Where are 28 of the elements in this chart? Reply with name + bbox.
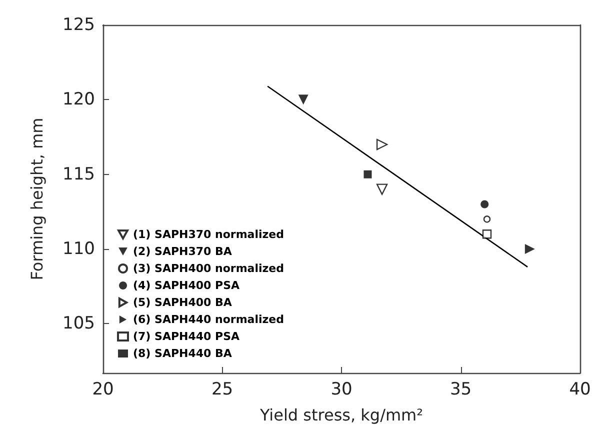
legend-label: (8) SAPH440 BA [133, 347, 232, 360]
point [376, 138, 388, 150]
y-tick-label: 125 [62, 15, 95, 35]
legend-label: (2) SAPH370 BA [133, 245, 232, 258]
legend-label: (7) SAPH440 PSA [133, 330, 240, 343]
y-tick-label: 110 [62, 239, 95, 260]
point [298, 94, 308, 105]
point [364, 170, 372, 178]
x-tick-label: 25 [211, 380, 234, 400]
x-tick-label: 35 [450, 380, 472, 400]
x-tick-label: 20 [92, 380, 114, 400]
y-tick-label: 115 [62, 164, 95, 184]
legend-label: (5) SAPH400 BA [133, 296, 232, 309]
legend-label: (6) SAPH440 normalized [133, 313, 284, 326]
y-tick-label: 120 [62, 90, 95, 110]
point [480, 200, 489, 208]
x-axis-title: Yield stress, kg/mm² [258, 406, 424, 424]
point [524, 244, 535, 254]
legend-label: (4) SAPH400 PSA [133, 279, 240, 292]
legend-label: (1) SAPH370 normalized [133, 228, 284, 241]
point [376, 184, 388, 195]
x-tick-label: 40 [569, 380, 591, 400]
point [483, 216, 491, 223]
x-tick-label: 30 [330, 380, 352, 400]
legend-label: (3) SAPH400 normalized [133, 262, 284, 275]
point [482, 230, 492, 239]
y-tick-label: 105 [62, 314, 95, 334]
y-axis-title: Forming height, mm [28, 118, 46, 280]
